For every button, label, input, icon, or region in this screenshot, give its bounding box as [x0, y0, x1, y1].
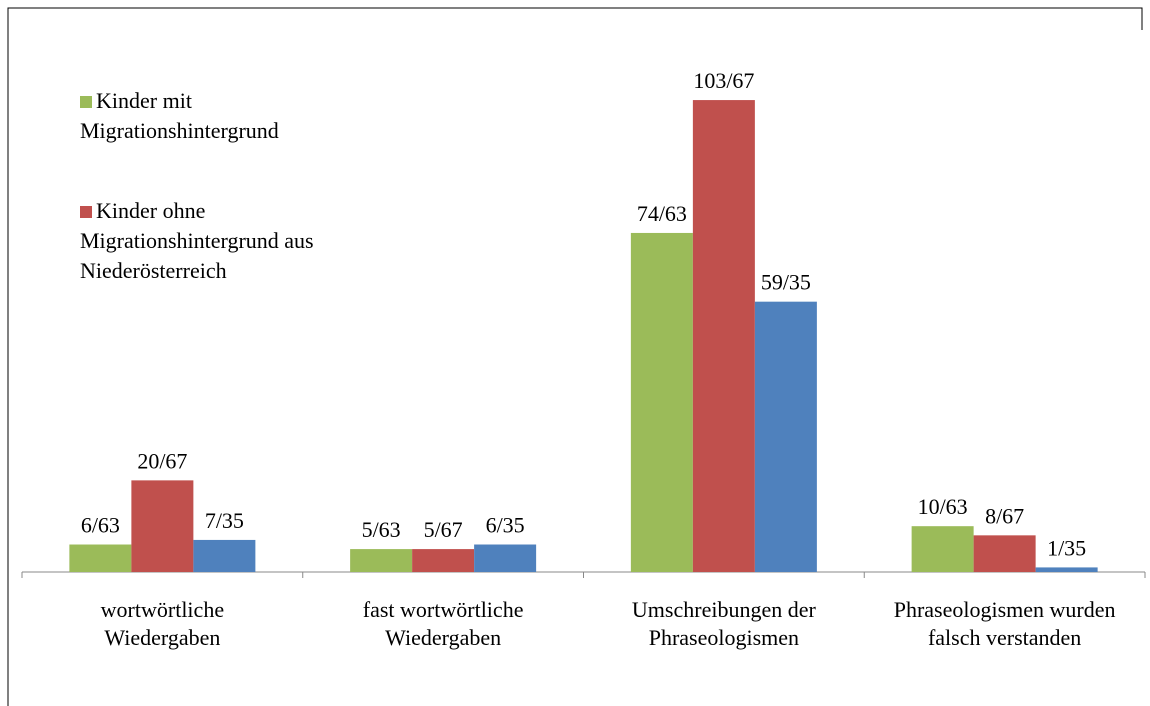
legend-swatch: [80, 206, 92, 218]
legend-swatch: [80, 96, 92, 108]
bar: [754, 301, 817, 572]
data-label: 6/35: [486, 513, 525, 538]
legend-label: Kinder mit Migrationshintergrund: [80, 88, 279, 143]
bar: [69, 544, 132, 572]
data-label: 7/35: [205, 508, 244, 533]
bar: [630, 232, 693, 573]
data-label: 5/67: [424, 517, 463, 542]
bar: [474, 544, 537, 572]
x-tick-label: fast wortwörtliche Wiedergaben: [362, 597, 524, 650]
data-label: 20/67: [137, 448, 187, 473]
data-label: 5/63: [362, 517, 401, 542]
x-tick-label: Phraseologismen wurden falsch verstanden: [893, 597, 1116, 650]
x-tick-label: wortwörtliche Wiedergaben: [100, 597, 225, 650]
legend-entry: Kinder ohne Migrationshintergrund aus Ni…: [80, 196, 352, 286]
bar: [193, 539, 256, 572]
bar: [412, 549, 475, 572]
data-label: 6/63: [81, 513, 120, 538]
data-label: 74/63: [637, 201, 687, 226]
data-label: 103/67: [693, 68, 754, 93]
legend-label: Kinder ohne Migrationshintergrund aus Ni…: [80, 198, 314, 283]
bar: [911, 526, 974, 572]
data-label: 8/67: [985, 503, 1024, 528]
bar: [350, 549, 413, 572]
frame: [7, 7, 1143, 706]
legend-entry: Kinder mit Migrationshintergrund: [80, 86, 352, 146]
data-label: 1/35: [1047, 535, 1086, 560]
bar: [131, 480, 194, 572]
bar: [692, 100, 755, 572]
bar: [973, 535, 1036, 572]
x-tick-label: Umschreibungen der Phraseologismen: [631, 597, 816, 650]
data-label: 59/35: [761, 270, 811, 295]
data-label: 10/63: [918, 494, 968, 519]
bar: [1035, 567, 1098, 572]
